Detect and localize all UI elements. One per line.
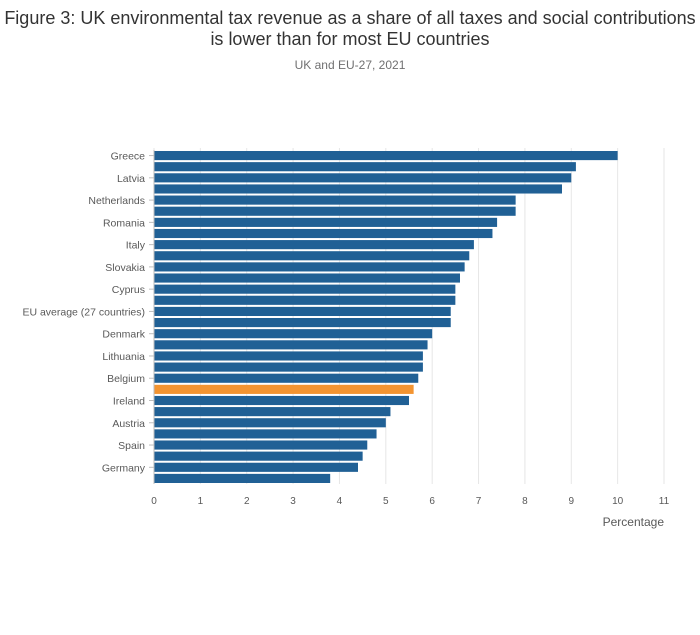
bar bbox=[154, 195, 516, 205]
x-tick-label: 1 bbox=[198, 496, 204, 507]
y-tick-label: Denmark bbox=[102, 329, 145, 341]
bar bbox=[154, 407, 391, 417]
chart-title: Figure 3: UK environmental tax revenue a… bbox=[4, 8, 696, 49]
bar bbox=[154, 318, 451, 328]
y-tick-label: Cyprus bbox=[112, 284, 145, 296]
y-tick-label: Latvia bbox=[117, 173, 145, 185]
x-tick-label: 10 bbox=[612, 496, 624, 507]
x-tick-label: 4 bbox=[337, 496, 343, 507]
x-tick-label: 11 bbox=[659, 496, 670, 507]
x-tick-label: 6 bbox=[429, 496, 435, 507]
bar bbox=[154, 251, 470, 261]
y-tick-label: Austria bbox=[112, 418, 145, 430]
y-tick-label: EU average (27 countries) bbox=[22, 306, 145, 318]
bar bbox=[154, 329, 433, 339]
x-axis-label: Percentage bbox=[603, 515, 665, 529]
bar bbox=[154, 217, 498, 227]
bar bbox=[154, 206, 516, 216]
x-tick-label: 9 bbox=[568, 496, 574, 507]
x-tick-label: 2 bbox=[244, 496, 250, 507]
x-tick-label: 0 bbox=[151, 496, 157, 507]
bar bbox=[154, 162, 576, 172]
y-tick-label: Belgium bbox=[107, 373, 145, 385]
y-tick-label: Lithuania bbox=[102, 351, 145, 363]
x-tick-label: 7 bbox=[476, 496, 482, 507]
chart-subtitle: UK and EU-27, 2021 bbox=[294, 58, 406, 72]
y-tick-label: Slovakia bbox=[105, 262, 145, 274]
bar bbox=[154, 151, 618, 161]
y-tick-label: Ireland bbox=[113, 396, 145, 408]
bar bbox=[154, 284, 456, 294]
bar bbox=[154, 462, 358, 472]
bar bbox=[154, 184, 562, 194]
bar bbox=[154, 362, 423, 372]
bar bbox=[154, 418, 386, 428]
bar bbox=[154, 173, 572, 183]
bar bbox=[154, 295, 456, 305]
bar bbox=[154, 395, 409, 406]
y-tick-label: Netherlands bbox=[88, 195, 145, 207]
bar bbox=[154, 340, 428, 350]
bar bbox=[154, 384, 414, 394]
x-tick-label: 8 bbox=[522, 496, 528, 507]
bar bbox=[154, 228, 493, 239]
bar bbox=[154, 240, 474, 250]
bar bbox=[154, 351, 423, 361]
bar bbox=[154, 473, 331, 483]
bar bbox=[154, 273, 460, 283]
y-tick-label: Romania bbox=[103, 217, 145, 229]
bar bbox=[154, 306, 451, 316]
bar bbox=[154, 262, 465, 272]
y-tick-label: Italy bbox=[126, 240, 146, 252]
y-tick-label: Germany bbox=[102, 462, 146, 474]
bar bbox=[154, 451, 363, 461]
y-tick-label: Greece bbox=[111, 151, 146, 163]
bar bbox=[154, 440, 368, 450]
x-tick-label: 5 bbox=[383, 496, 389, 507]
y-tick-label: Spain bbox=[118, 440, 145, 452]
x-tick-label: 3 bbox=[290, 496, 296, 507]
bar bbox=[154, 429, 377, 439]
bar bbox=[154, 373, 419, 383]
